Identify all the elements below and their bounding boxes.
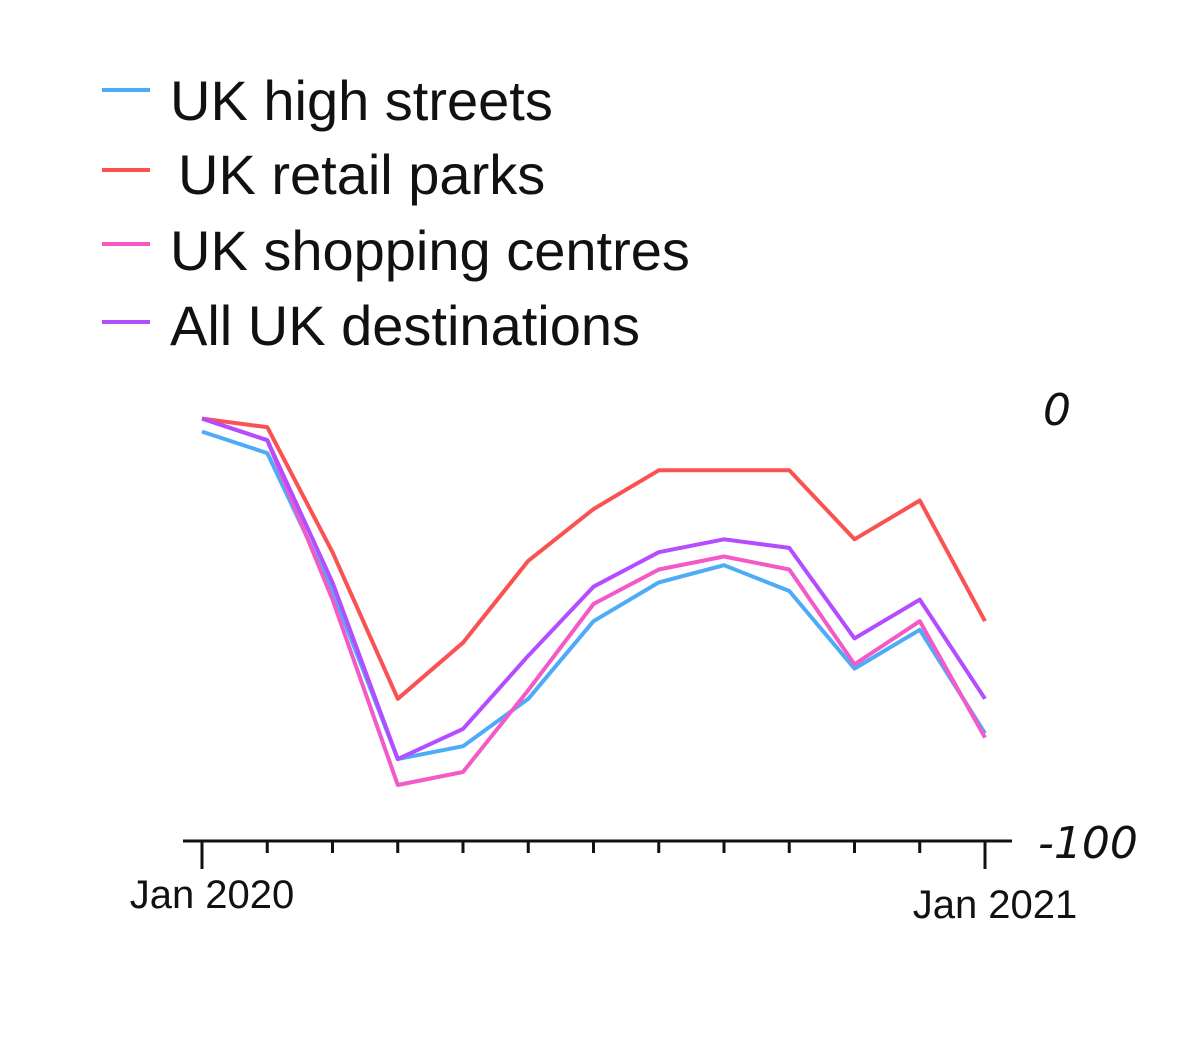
series-line-high-streets: [201, 429, 987, 762]
y-tick-label-bottom: -100: [1038, 818, 1138, 869]
x-axis-ticks: [200, 841, 987, 869]
x-tick-label-start: Jan 2020: [130, 873, 295, 917]
legend: UK high streets UK retail parks UK shopp…: [102, 69, 690, 357]
series-line-all-destinations: [201, 416, 987, 762]
legend-item-retail-parks: UK retail parks: [102, 143, 545, 206]
x-tick-label-end: Jan 2021: [913, 883, 1078, 927]
series-line-shopping-centres: [201, 416, 987, 787]
legend-item-high-streets: UK high streets: [102, 69, 553, 132]
series-lines: [201, 416, 987, 787]
legend-label-shopping-centres: UK shopping centres: [170, 219, 690, 282]
legend-label-high-streets: UK high streets: [170, 69, 553, 132]
series-line-retail-parks: [201, 416, 987, 701]
legend-item-all-destinations: All UK destinations: [102, 294, 640, 357]
legend-label-all-destinations: All UK destinations: [170, 294, 640, 357]
y-tick-label-top: 0: [1043, 385, 1071, 436]
legend-label-retail-parks: UK retail parks: [178, 143, 545, 206]
legend-item-shopping-centres: UK shopping centres: [102, 219, 690, 282]
